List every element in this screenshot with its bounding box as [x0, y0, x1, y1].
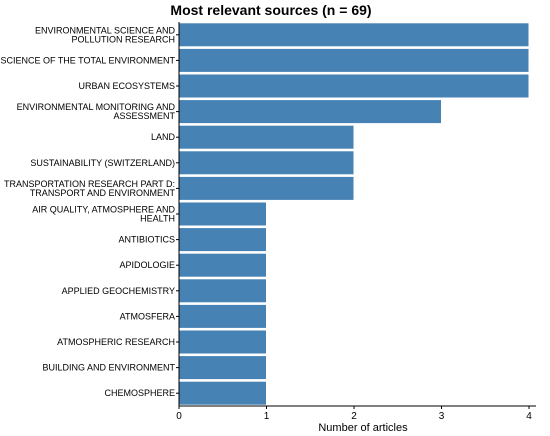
x-tick-label: 2 [351, 411, 357, 422]
chart-title: Most relevant sources (n = 69) [170, 2, 371, 18]
x-tick-label: 4 [526, 411, 532, 422]
bar [178, 22, 530, 48]
category-label: APIDOLOGIE [119, 260, 175, 270]
category-labels-group: ENVIRONMENTAL SCIENCE AND POLLUTION RESEA… [0, 25, 179, 398]
bar [178, 150, 355, 176]
bar [178, 201, 267, 227]
x-axis-title: Number of articles [318, 422, 408, 434]
bar [178, 227, 267, 253]
bar [178, 175, 355, 201]
bar [178, 355, 267, 381]
category-label: TRANSPORTATION RESEARCH PART D: TRANSPORT… [4, 179, 176, 198]
x-ticks-group: 0 1 2 3 4 [176, 406, 532, 422]
bar [178, 47, 530, 73]
bar [178, 73, 530, 99]
x-tick-label: 0 [176, 411, 182, 422]
bar [178, 252, 267, 278]
x-tick-label: 3 [439, 411, 445, 422]
category-label: CHEMOSPHERE [104, 388, 175, 398]
bars-group [178, 22, 530, 406]
category-label: ENVIRONMENTAL MONITORING AND ASSESSMENT [17, 102, 176, 121]
bar [178, 278, 267, 304]
category-label: APPLIED GEOCHEMISTRY [62, 286, 175, 296]
category-label: SUSTAINABILITY (SWITZERLAND) [30, 158, 175, 168]
category-label: ATMOSPHERIC RESEARCH [57, 337, 175, 347]
category-label: ANTIBIOTICS [118, 235, 175, 245]
category-label: AIR QUALITY, ATMOSPHERE AND HEALTH [32, 205, 175, 224]
category-label: BUILDING AND ENVIRONMENT [42, 363, 175, 373]
bar [178, 380, 267, 406]
category-label: URBAN ECOSYSTEMS [78, 81, 175, 91]
category-label: LAND [151, 132, 176, 142]
x-tick-label: 1 [264, 411, 270, 422]
category-label: SCIENCE OF THE TOTAL ENVIRONMENT [0, 55, 175, 65]
bar [178, 329, 267, 355]
bar [178, 124, 355, 150]
category-label: ATMOSFERA [120, 311, 175, 321]
bar [178, 99, 442, 125]
category-label: ENVIRONMENTAL SCIENCE AND POLLUTION RESEA… [35, 25, 176, 44]
bar [178, 303, 267, 329]
